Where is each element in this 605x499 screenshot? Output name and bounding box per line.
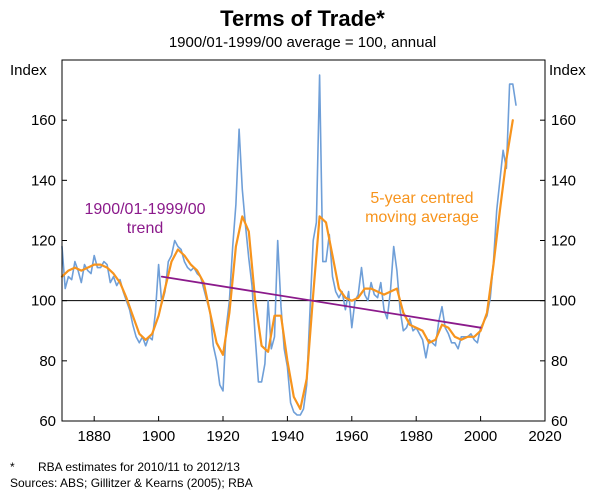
x-tick-label: 1980: [400, 428, 433, 445]
y-tick-label-left: 120: [31, 233, 56, 250]
y-tick-label-right: 60: [551, 413, 568, 430]
x-tick-label: 1940: [271, 428, 304, 445]
y-tick-label-right: 140: [551, 172, 576, 189]
x-tick-label: 1900: [142, 428, 175, 445]
annotation-moving-average-line-1: 5-year centred: [370, 190, 473, 207]
annotation-trend-line-2: trend: [127, 220, 163, 237]
annotation-moving-average-line-2: moving average: [365, 209, 479, 226]
y-tick-label-left: 100: [31, 293, 56, 310]
x-tick-label: 1920: [206, 428, 239, 445]
y-tick-label-right: 120: [551, 233, 576, 250]
right-axis-unit-label: Index: [549, 62, 586, 79]
y-tick-label-left: 60: [39, 413, 56, 430]
x-tick-label: 2020: [528, 428, 561, 445]
x-tick-label: 1960: [335, 428, 368, 445]
x-tick-label: 1880: [78, 428, 111, 445]
chart-subtitle: 1900/01-1999/00 average = 100, annual: [168, 34, 437, 51]
y-tick-label-right: 100: [551, 293, 576, 310]
y-tick-label-right: 160: [551, 112, 576, 129]
annotation-trend-line-1: 1900/01-1999/00: [85, 201, 206, 218]
chart-title: Terms of Trade*: [220, 6, 385, 31]
moving-average-line: [60, 119, 514, 411]
footnote-star: *: [10, 460, 15, 474]
x-tick-label: 2000: [464, 428, 497, 445]
trend-line: [160, 275, 482, 329]
plot-frame: [61, 59, 546, 422]
footnote-estimates-text: RBA estimates for 2010/11 to 2012/13: [38, 460, 240, 474]
y-tick-label-left: 80: [39, 353, 56, 370]
footnote-estimates: * RBA estimates for 2010/11 to 2012/13: [10, 460, 240, 474]
y-tick-label-left: 140: [31, 172, 56, 189]
y-tick-label-right: 80: [551, 353, 568, 370]
footnote-sources: Sources: ABS; Gillitzer & Kearns (2005);…: [10, 476, 253, 490]
y-tick-label-left: 160: [31, 112, 56, 129]
terms-of-trade-line: [61, 74, 517, 416]
left-axis-unit-label: Index: [10, 62, 47, 79]
